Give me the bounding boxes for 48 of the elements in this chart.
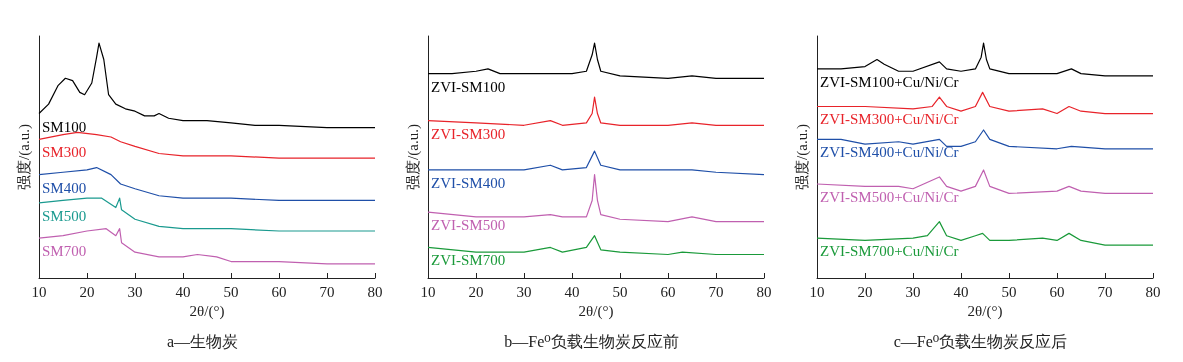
- text: c—Fe⁰负载生物炭反应后: [893, 332, 1068, 350]
- series-label: ZVI-SM500+Cu/Ni/Cr: [820, 189, 959, 206]
- series-label: ZVI-SM500: [431, 217, 506, 234]
- y-axis-title: 强度/(a.u.): [15, 124, 33, 190]
- x-tick-label: 40: [175, 283, 191, 300]
- text: a—生物炭: [166, 332, 239, 350]
- x-tick-label: 20: [857, 283, 873, 300]
- text: b—Fe⁰负载生物炭反应前: [504, 332, 679, 350]
- x-tick-label: 40: [564, 283, 580, 300]
- x-tick-label: 50: [223, 283, 239, 300]
- x-tick-label: 10: [420, 283, 436, 300]
- x-tick-label: 60: [660, 283, 676, 300]
- series-label: ZVI-SM400: [431, 174, 506, 191]
- y-axis-title: 强度/(a.u.): [404, 124, 422, 190]
- series-label: SM700: [42, 243, 87, 260]
- x-tick-label: 30: [905, 283, 921, 300]
- series-label: SM300: [42, 144, 87, 161]
- x-tick-label: 40: [953, 283, 969, 300]
- x-axis-title: 2θ/(°): [189, 303, 225, 321]
- series-label: ZVI-SM400+Cu/Ni/Cr: [820, 144, 959, 161]
- x-tick-label: 50: [1001, 283, 1017, 300]
- series-label: ZVI-SM700: [431, 252, 506, 269]
- series-label: ZVI-SM700+Cu/Ni/Cr: [820, 243, 959, 260]
- x-tick-label: 50: [612, 283, 628, 300]
- series-label: ZVI-SM100: [431, 78, 506, 95]
- x-tick-label: 30: [127, 283, 143, 300]
- x-tick-label: 60: [1049, 283, 1065, 300]
- x-tick-label: 20: [468, 283, 484, 300]
- x-tick-label: 20: [79, 283, 95, 300]
- x-tick-label: 70: [1097, 283, 1113, 300]
- series-label: ZVI-SM300: [431, 125, 506, 142]
- x-tick-label: 60: [271, 283, 287, 300]
- x-tick-label: 10: [809, 283, 825, 300]
- series-label: SM100: [42, 118, 87, 135]
- y-axis-title: 强度/(a.u.): [793, 124, 811, 190]
- series-label: SM500: [42, 207, 87, 224]
- x-tick-label: 70: [319, 283, 335, 300]
- x-tick-label: 30: [516, 283, 532, 300]
- series-label: ZVI-SM100+Cu/Ni/Cr: [820, 73, 959, 90]
- series-label: SM400: [42, 179, 87, 196]
- x-tick-label: 80: [367, 283, 383, 300]
- x-axis-title: 2θ/(°): [967, 303, 1003, 321]
- x-tick-label: 80: [1145, 283, 1161, 300]
- x-axis-title: 2θ/(°): [578, 303, 614, 321]
- series-label: ZVI-SM300+Cu/Ni/Cr: [820, 111, 959, 128]
- x-tick-label: 70: [708, 283, 724, 300]
- x-tick-label: 10: [31, 283, 47, 300]
- x-tick-label: 80: [756, 283, 772, 300]
